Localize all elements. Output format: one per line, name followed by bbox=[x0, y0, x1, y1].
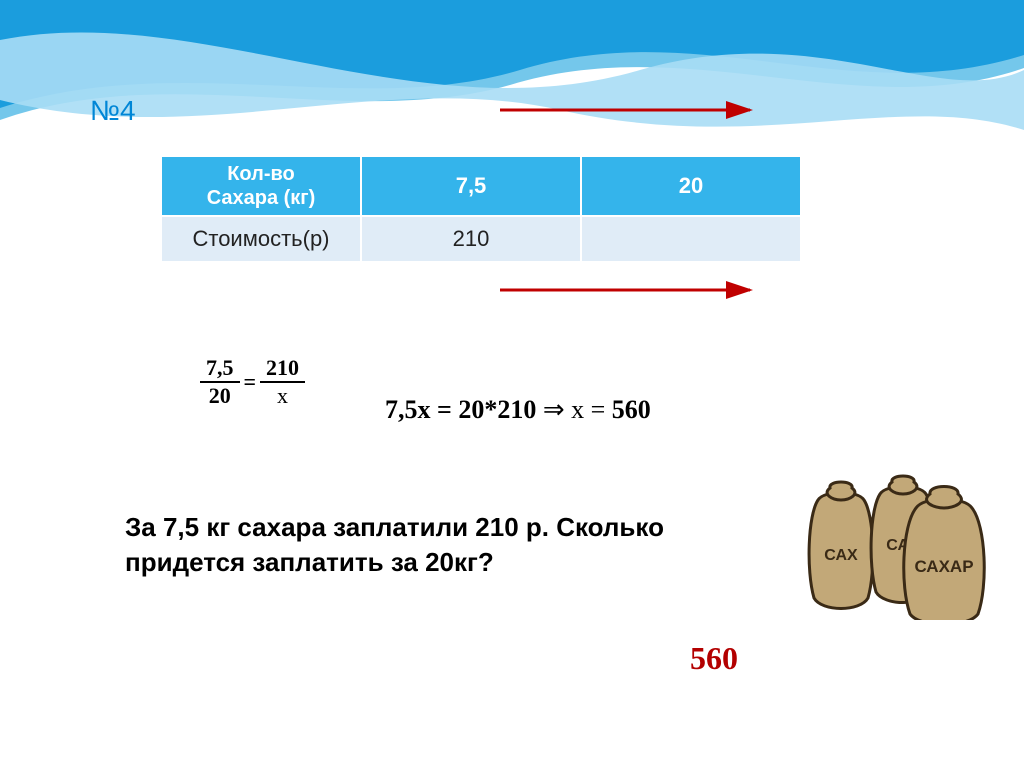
sack-label-0: САХ bbox=[824, 547, 858, 564]
frac-eq-sign: = bbox=[244, 369, 257, 395]
sugar-sacks-icon: САХ САХ САХАР bbox=[800, 460, 990, 620]
fraction-equation: 7,5 20 = 210 x bbox=[200, 355, 305, 409]
problem-number: №4 bbox=[90, 95, 136, 127]
linear-equation: 7,5х = 20*210 ⇒ х = 560 bbox=[385, 395, 651, 425]
question-line1: За 7,5 кг сахара заплатили 210 р. Скольк… bbox=[125, 512, 664, 542]
lineq-rhs-var: х = bbox=[571, 395, 612, 424]
frac-right-den: x bbox=[271, 383, 294, 409]
lineq-lhs: 7,5х = 20*210 bbox=[385, 395, 543, 424]
table-header-label: Кол-во Сахара (кг) bbox=[161, 156, 361, 216]
table-row-val2 bbox=[581, 216, 801, 262]
question-line2: придется заплатить за 20кг? bbox=[125, 547, 494, 577]
top-arrow bbox=[500, 100, 760, 120]
frac-left-num: 7,5 bbox=[200, 355, 240, 383]
frac-left-den: 20 bbox=[203, 383, 237, 409]
table-header-val1: 7,5 bbox=[361, 156, 581, 216]
lineq-arrow: ⇒ bbox=[543, 395, 571, 424]
question-text: За 7,5 кг сахара заплатили 210 р. Скольк… bbox=[125, 510, 664, 580]
proportion-table: Кол-во Сахара (кг) 7,5 20 Стоимость(р) 2… bbox=[160, 155, 802, 263]
bottom-arrow bbox=[500, 280, 760, 300]
table-header-val2: 20 bbox=[581, 156, 801, 216]
frac-right-num: 210 bbox=[260, 355, 305, 383]
sack-label-2: САХАР bbox=[914, 557, 973, 576]
answer-value: 560 bbox=[690, 640, 738, 677]
table-row-label: Стоимость(р) bbox=[161, 216, 361, 262]
lineq-rhs-val: 560 bbox=[612, 395, 651, 424]
table-row-val1: 210 bbox=[361, 216, 581, 262]
